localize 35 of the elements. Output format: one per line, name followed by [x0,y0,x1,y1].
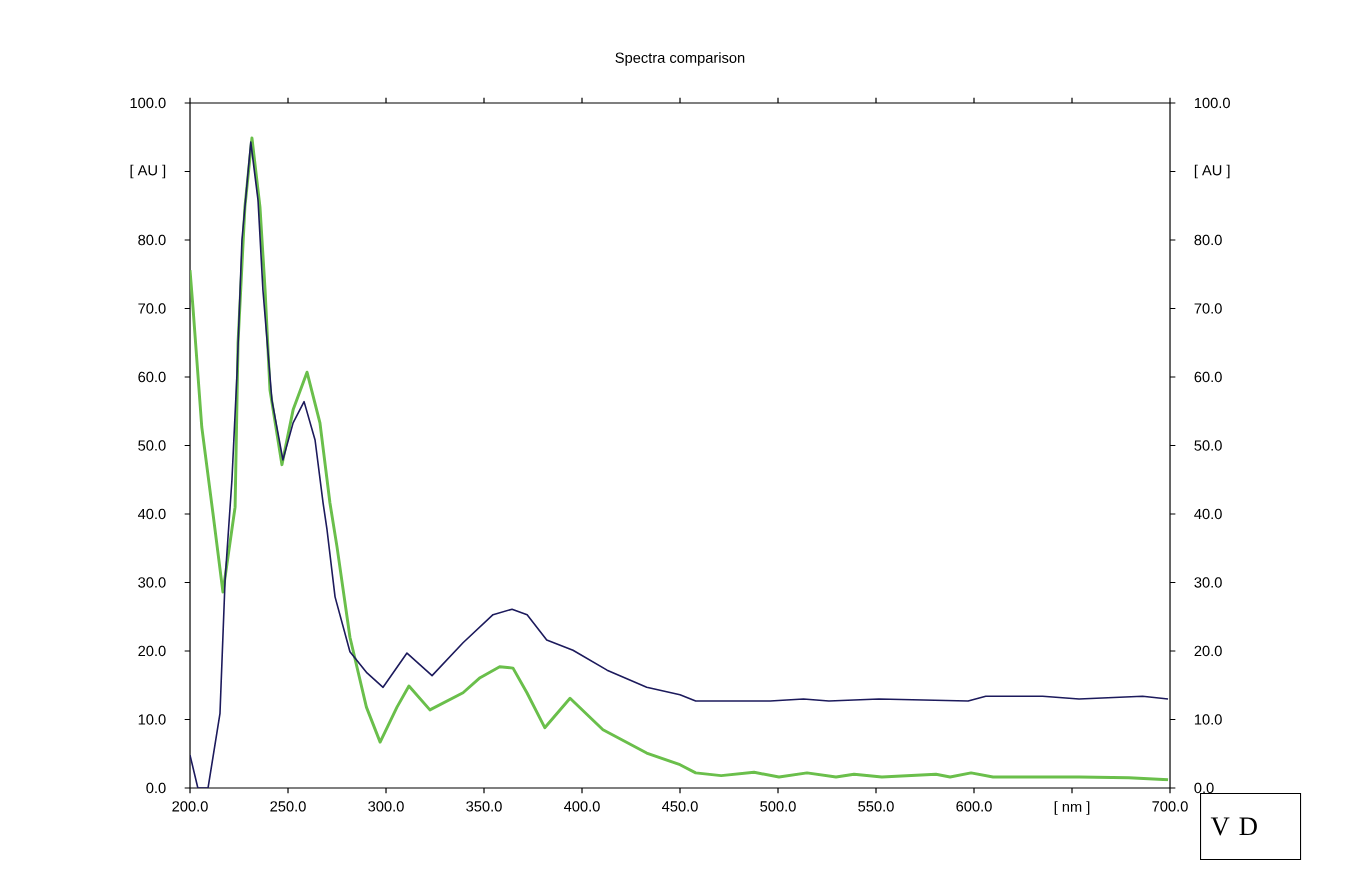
y-tick-label: 60.0 [138,371,166,383]
y2-tick-label: [ AU ] [1194,164,1230,179]
x-tick-label: 200.0 [172,801,208,812]
y-tick-label: 30.0 [138,577,166,588]
x-tick-label: 700.0 [1152,801,1188,812]
y2-tick-label: 10.0 [1194,714,1222,725]
y-tick-label: 0.0 [146,782,166,794]
y-tick-label: 80.0 [138,234,166,246]
y2-tick-label: 60.0 [1194,371,1222,383]
x-tick-label: [ nm ] [1054,801,1090,815]
y-tick-label: 20.0 [138,645,166,657]
y-tick-label: 40.0 [137,508,166,520]
y-tick-label: [ AU ] [130,164,166,179]
x-tick-label: 350.0 [466,801,502,812]
x-tick-label: 450.0 [661,801,698,812]
y2-tick-label: 0.0 [1194,782,1214,794]
y2-tick-label: 80.0 [1194,234,1222,246]
y-tick-label: 50.0 [138,440,166,451]
y2-tick-label: 50.0 [1194,440,1222,451]
y-tick-label: 100.0 [130,97,166,109]
y2-tick-label: 40.0 [1194,508,1222,520]
x-tick-label: 500.0 [760,801,796,812]
y2-tick-label: 100.0 [1194,97,1230,109]
y-tick-label: 70.0 [138,303,166,314]
y2-tick-label: 20.0 [1194,645,1222,657]
text: V D [1210,817,1257,836]
y2-tick-label: 30.0 [1194,577,1222,588]
x-tick-label: 550.0 [858,801,894,812]
y2-tick-label: 70.0 [1194,303,1222,314]
x-tick-label: 400.0 [563,801,600,812]
x-tick-label: 600.0 [956,801,992,812]
chart-title: Spectra comparison [615,52,745,66]
y-tick-label: 10.0 [138,714,166,725]
x-tick-label: 300.0 [368,801,404,812]
x-tick-label: 250.0 [270,801,306,812]
